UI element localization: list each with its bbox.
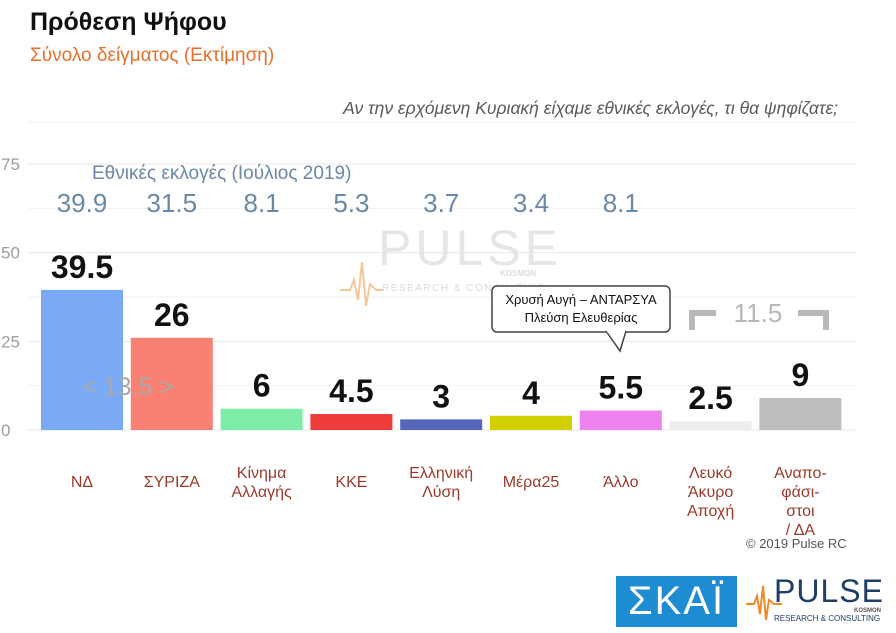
bar [220,408,303,430]
bar-value-label: 26 [154,297,190,333]
gap-annotation: < 13.5 > [82,373,174,401]
bracket-annotation: 11.5 [734,298,783,328]
bar [41,289,123,430]
callout-line-2: Πλεύση Ελευθερίας [525,310,638,325]
pulse-logo-tag: RESEARCH & CONSULTING [774,614,880,623]
previous-election-value: 8.1 [603,188,639,218]
bar-value-label: 9 [792,357,810,393]
callout-line-1: Χρυσή Αυγή – ΑΝΤΑΡΣΥΑ [505,292,657,307]
callout-box [491,285,671,333]
bar [130,337,213,430]
watermark-text: PULSE [378,220,562,276]
bar-value-label: 5.5 [599,369,643,405]
category-label: Λευκό [689,465,732,482]
bar [310,414,393,430]
bar [669,421,752,430]
category-label: Ελληνική [409,465,473,482]
bar-value-label: 6 [253,368,271,404]
bar-value-label: 4.5 [329,373,373,409]
previous-election-value: 31.5 [146,188,197,218]
previous-election-value: 5.3 [333,188,369,218]
bar-value-label: 2.5 [688,380,732,416]
skai-logo: ΣΚΑΪ [616,576,737,627]
category-label: / ΔΑ [786,522,816,539]
watermark-tag: RESEARCH & CONSULTING [382,283,546,294]
watermark-sub: KOSMON [500,269,536,278]
chart-subtitle: Σύνολο δείγματος (Εκτίμηση) [30,45,275,66]
bar [490,415,572,430]
pulse-logo-sub: KOSMON [854,608,881,614]
category-label: στοι [786,503,815,520]
bar [579,410,662,430]
copyright-note: © 2019 Pulse RC [746,536,847,551]
category-label: Αναπο- [774,465,827,482]
watermark-pulse-icon [340,261,384,307]
previous-election-label: Εθνικές εκλογές (Ιούλιος 2019) [92,163,351,184]
y-tick-25: 25 [1,332,20,351]
survey-question: Αν την ερχόμενη Κυριακή είχαμε εθνικές ε… [343,98,838,118]
y-tick-0: 0 [1,421,10,440]
y-tick-50: 50 [1,244,20,263]
bar-value-label: 3 [432,378,450,414]
previous-election-value: 3.4 [513,188,549,218]
bracket-left [689,310,716,330]
bar [759,398,842,430]
bar-value-label: 39.5 [51,249,113,285]
chart-title: Πρόθεση Ψήφου [30,8,227,36]
previous-election-value: 3.7 [423,188,459,218]
category-label: ΚΚΕ [335,474,367,491]
bracket-right [798,310,829,330]
y-tick-75: 75 [1,155,20,174]
category-label: Λύση [422,484,460,501]
category-label: Αλλαγής [231,484,292,501]
previous-election-value: 8.1 [244,188,280,218]
category-label: Άλλο [603,474,638,491]
callout-pointer [605,330,627,353]
category-label: Μέρα25 [503,474,560,491]
category-label: φάσι- [781,484,819,501]
category-label: Αποχή [687,503,734,520]
bar-value-label: 4 [522,375,540,411]
category-label: ΣΥΡΙΖΑ [144,474,200,491]
pulse-logo: PULSE RESEARCH & CONSULTING KOSMON [746,573,884,623]
category-label: ΝΔ [71,474,94,491]
pulse-logo-text: PULSE [774,573,884,609]
category-label: Άκυρο [688,484,734,501]
skai-logo-text: ΣΚΑΪ [627,579,726,623]
category-label: Κίνημα [237,465,287,482]
previous-election-value: 39.9 [57,188,108,218]
bar [400,419,483,430]
